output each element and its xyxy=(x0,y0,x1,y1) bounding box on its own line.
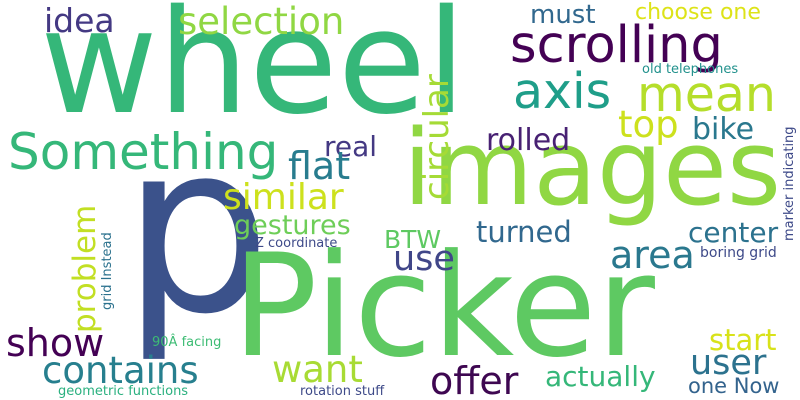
word-marker-indicating: marker indicating xyxy=(782,126,797,241)
word-user: user xyxy=(690,343,767,383)
word-want: want xyxy=(272,348,363,391)
word-problem: problem xyxy=(67,204,103,333)
word-gestures: gestures xyxy=(234,210,351,241)
word-axis: axis xyxy=(513,63,612,120)
word-choose-one: choose one xyxy=(635,0,761,25)
word-images: images xyxy=(403,107,782,229)
word-flat: flat xyxy=(288,144,351,188)
word-btw: BTW xyxy=(384,225,442,254)
word-p: p xyxy=(122,93,272,366)
word-start: start xyxy=(709,323,777,357)
word-90-facing: 90Â facing xyxy=(152,335,222,350)
word-selection: selection xyxy=(178,0,345,43)
word-contains: contains xyxy=(42,349,199,392)
word-real: real xyxy=(324,130,378,163)
word-use: use xyxy=(393,239,455,279)
word-idea: idea xyxy=(44,1,115,40)
word-rotation-stuff: rotation stuff xyxy=(300,384,385,399)
word-show: show xyxy=(6,321,105,365)
word-z-coordinate: Z coordinate xyxy=(255,236,338,251)
word-bike: bike xyxy=(692,112,755,147)
word-grid-instead: grid Instead xyxy=(100,232,115,310)
word-center: center xyxy=(688,216,779,249)
word-picker: Picker xyxy=(232,224,655,389)
word-one-now: one Now xyxy=(688,374,780,398)
word-similar: similar xyxy=(223,177,344,218)
word-offer: offer xyxy=(430,359,519,400)
word-wheel: wheel xyxy=(40,0,467,146)
word-old-telephones: old telephones xyxy=(642,62,739,77)
word-actually: actually xyxy=(545,360,656,393)
word-geometric-functions: geometric functions xyxy=(58,384,189,399)
word-mean: mean xyxy=(637,66,776,123)
word-boring-grid: boring grid xyxy=(700,245,777,261)
word-turned: turned xyxy=(476,215,572,249)
word-rolled: rolled xyxy=(486,123,571,158)
word-must: must xyxy=(530,0,596,30)
word-top: top xyxy=(618,103,679,146)
word-area: area xyxy=(610,233,695,277)
word-circular: circular xyxy=(417,74,457,200)
word-scrolling: scrolling xyxy=(510,16,723,75)
word-something: Something xyxy=(8,123,279,181)
